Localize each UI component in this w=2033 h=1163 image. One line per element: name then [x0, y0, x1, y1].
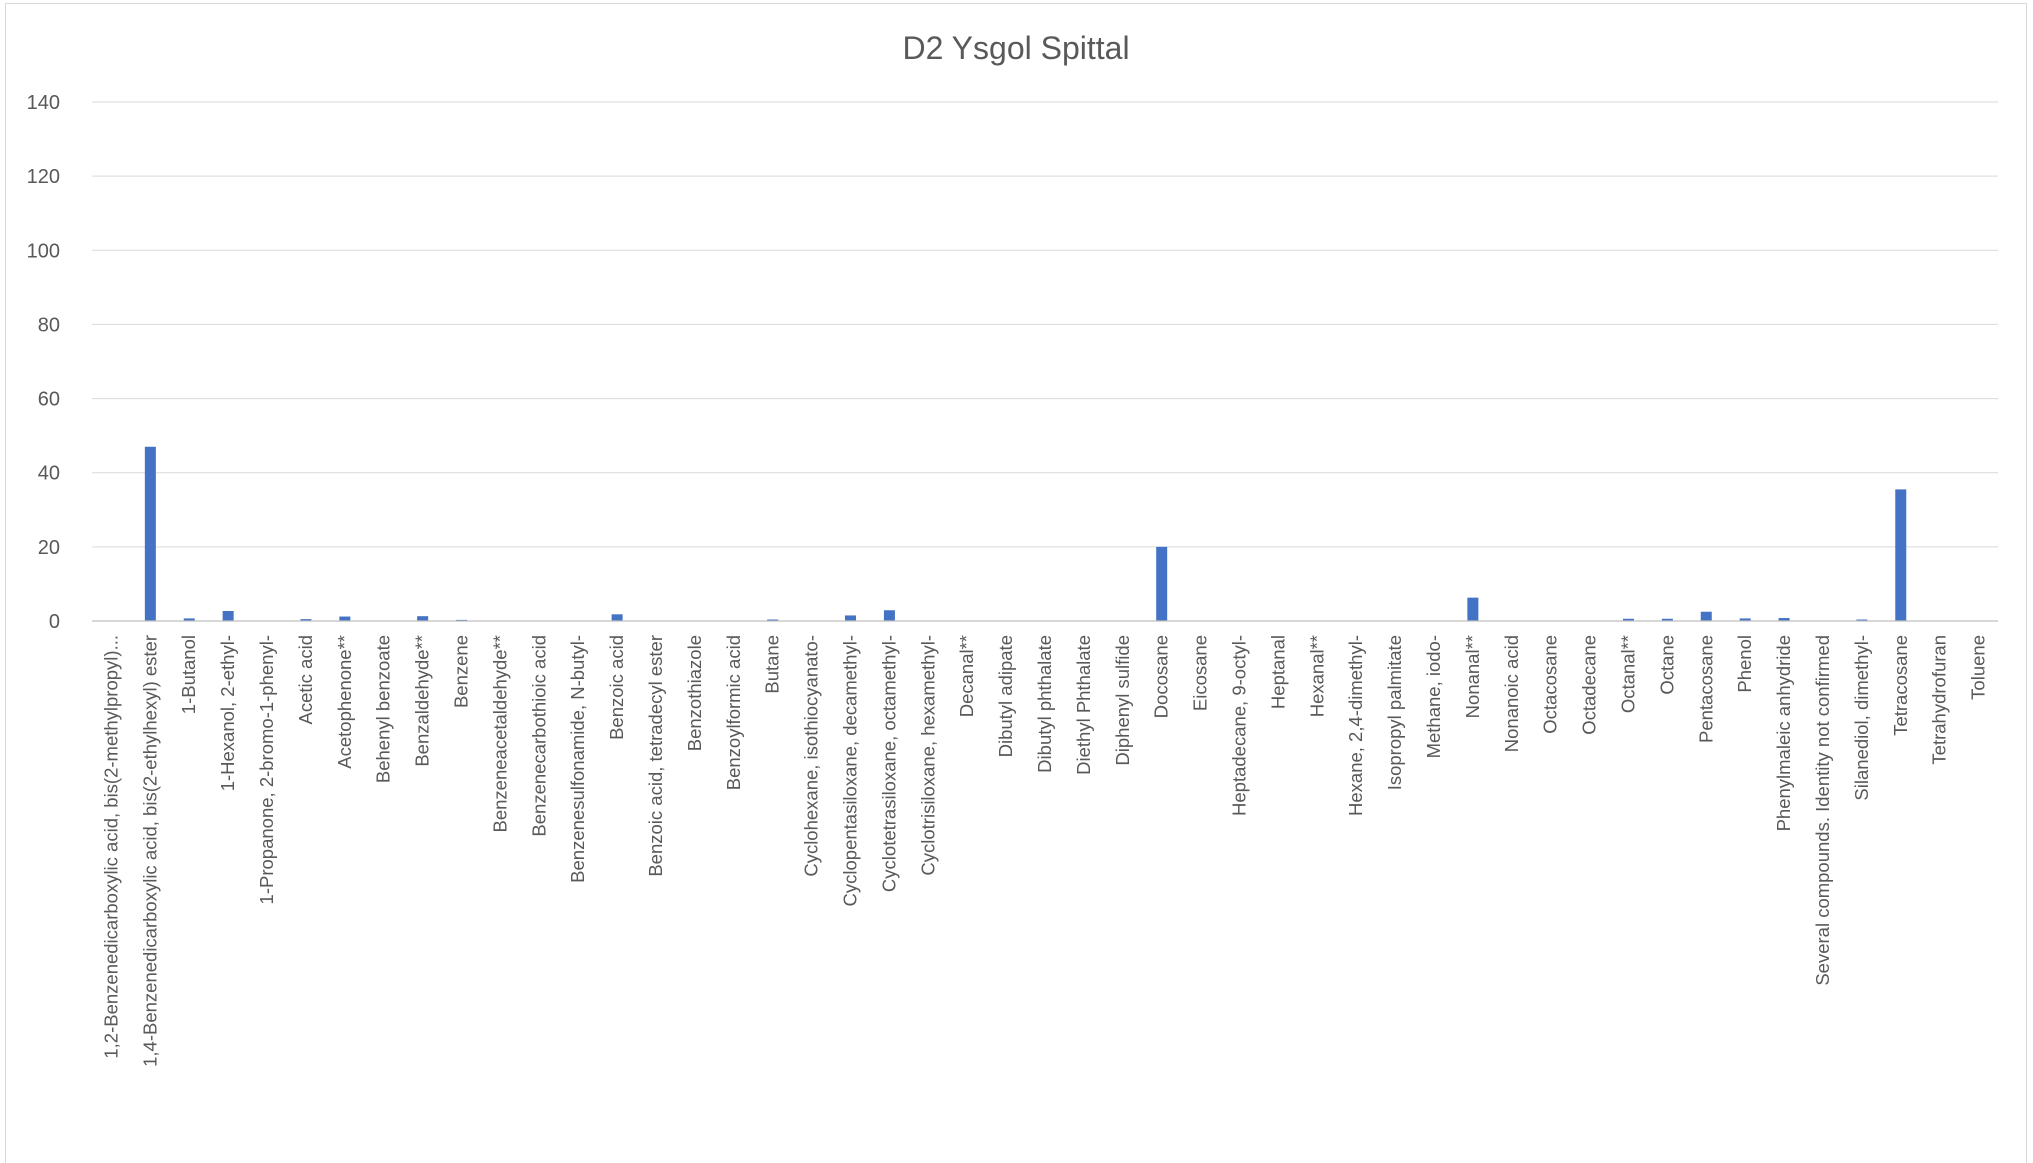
y-tick-label: 120: [27, 166, 60, 188]
bar: [1856, 619, 1868, 621]
x-category-label: Cyclotrisiloxane, hexamethyl-: [917, 635, 938, 876]
bar: [611, 614, 623, 621]
x-category-label: Nonanoic acid: [1501, 635, 1522, 752]
x-category-label: 1-Butanol: [178, 635, 199, 714]
x-category-label: Octadecane: [1579, 635, 1600, 735]
bar: [883, 610, 895, 621]
x-category-label: Octacosane: [1540, 635, 1561, 734]
x-category-label: Acetophenone**: [334, 635, 355, 769]
chart-title: D2 Ysgol Spittal: [902, 30, 1129, 66]
y-axis-tick-labels: 0 20 40 60 80 100 120 140: [27, 92, 60, 633]
x-category-label: Toluene: [1968, 635, 1989, 700]
x-category-label: Benzene: [451, 635, 472, 708]
x-category-label: Octanal**: [1617, 635, 1638, 713]
y-tick-label: 100: [27, 240, 60, 262]
x-category-label: Hexane, 2,4-dimethyl-: [1345, 635, 1366, 816]
x-category-label: Decanal**: [956, 635, 977, 717]
x-category-label: Several compounds. Identity not confirme…: [1812, 635, 1833, 986]
x-category-label: 1,4-Benzenedicarboxylic acid, bis(2-ethy…: [139, 635, 160, 1067]
x-category-label: Benzenesulfonamide, N-butyl-: [567, 635, 588, 883]
x-category-label: Benzoic acid: [606, 635, 627, 740]
y-tick-label: 40: [38, 463, 60, 485]
x-category-label: Heptadecane, 9-octyl-: [1228, 635, 1249, 816]
x-category-label: 1,2-Benzenedicarboxylic acid, bis(2-meth…: [100, 635, 121, 1059]
bar: [1778, 618, 1790, 621]
x-category-label: Docosane: [1151, 635, 1172, 718]
x-category-label: Heptanal: [1267, 635, 1288, 709]
x-category-label: Cyclohexane, isothiocyanato-: [801, 635, 822, 877]
x-category-label: Phenylmaleic anhydride: [1773, 635, 1794, 831]
chart-area: [5, 3, 2027, 1163]
bar: [1739, 618, 1751, 621]
x-category-label: Diphenyl sulfide: [1112, 635, 1133, 766]
x-category-label: Phenol: [1734, 635, 1755, 693]
x-category-label: Dibutyl phthalate: [1034, 635, 1055, 773]
x-category-label: Benzoic acid, tetradecyl ester: [645, 635, 666, 877]
bar: [767, 619, 779, 621]
bar: [144, 446, 156, 621]
x-category-label: Behenyl benzoate: [373, 635, 394, 783]
x-category-label: 1-Propanone, 2-bromo-1-phenyl-: [256, 635, 277, 904]
bar: [845, 615, 857, 621]
y-tick-label: 60: [38, 389, 60, 411]
y-gridlines: [92, 101, 1998, 548]
bar: [1895, 489, 1907, 621]
x-category-label: Nonanal**: [1462, 635, 1483, 718]
y-tick-label: 80: [38, 314, 60, 336]
bar: [1622, 618, 1634, 621]
bar: [222, 610, 234, 621]
x-category-label: Benzenecarbothioic acid: [528, 635, 549, 837]
x-category-label: Tetracosane: [1890, 635, 1911, 736]
x-category-label: Benzaldehyde**: [412, 635, 433, 767]
bar: [1156, 546, 1168, 621]
bar: [417, 616, 429, 621]
bar-series: [144, 446, 1907, 621]
x-category-label: Cyclotetrasiloxane, octamethyl-: [878, 635, 899, 892]
x-category-label: Pentacosane: [1695, 635, 1716, 743]
x-category-label: Dibutyl adipate: [995, 635, 1016, 757]
x-category-label: 1-Hexanol, 2-ethyl-: [217, 635, 238, 791]
x-category-label: Methane, iodo-: [1423, 635, 1444, 758]
y-tick-label: 20: [38, 537, 60, 559]
bar: [1700, 611, 1712, 621]
y-tick-label: 0: [49, 611, 60, 633]
x-category-label: Silanediol, dimethyl-: [1851, 635, 1872, 801]
y-tick-label: 140: [27, 92, 60, 114]
bar: [300, 619, 312, 621]
bar: [339, 616, 351, 621]
x-axis-category-labels: 1,2-Benzenedicarboxylic acid, bis(2-meth…: [100, 635, 1988, 1067]
bar: [183, 618, 195, 621]
x-category-label: Benzothiazole: [684, 635, 705, 751]
x-category-label: Eicosane: [1190, 635, 1211, 711]
x-category-label: Benzeneacetaldehyde**: [489, 635, 510, 833]
x-category-label: Hexanal**: [1306, 635, 1327, 717]
x-category-label: Tetrahydrofuran: [1929, 635, 1950, 765]
x-category-label: Isopropyl palmitate: [1384, 635, 1405, 790]
x-category-label: Octane: [1656, 635, 1677, 695]
x-category-label: Diethyl Phthalate: [1073, 635, 1094, 775]
x-category-label: Cyclopentasiloxane, decamethyl-: [840, 635, 861, 906]
x-category-label: Acetic acid: [295, 635, 316, 724]
x-category-label: Butane: [762, 635, 783, 694]
bar: [1467, 597, 1479, 621]
bar: [1661, 618, 1673, 621]
x-category-label: Benzoylformic acid: [723, 635, 744, 790]
